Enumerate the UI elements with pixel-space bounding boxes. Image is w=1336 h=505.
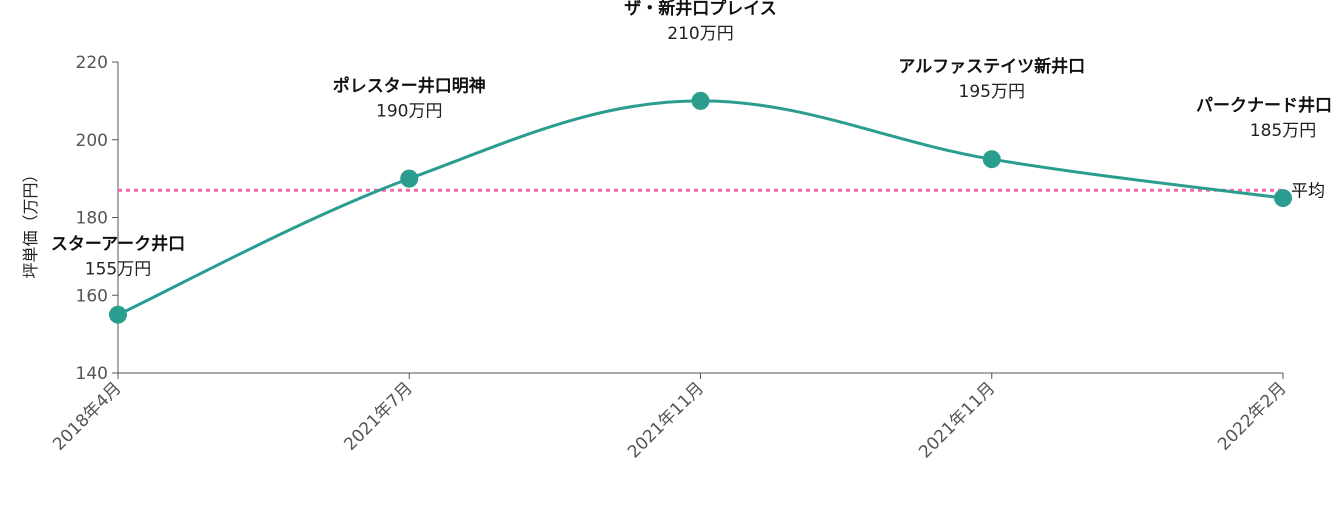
y-axis-label: 坪単価（万円） (21, 166, 40, 278)
y-tick-label: 220 (76, 53, 108, 73)
point-value-label: 190万円 (376, 102, 442, 122)
data-points (109, 91, 1292, 324)
series-path (117, 99, 1284, 317)
data-point (1274, 189, 1292, 208)
data-point (691, 91, 710, 110)
x-tick-label: 2021年11月 (915, 378, 999, 462)
point-value-label: 195万円 (959, 82, 1025, 102)
point-value-label: 185万円 (1250, 121, 1316, 141)
point-value-label: 155万円 (85, 260, 151, 280)
point-value-label: 210万円 (667, 24, 733, 44)
x-tick-label: 2018年4月 (49, 378, 125, 454)
y-tick-label: 160 (76, 286, 108, 306)
point-labels: スターアーク井口 155万円 ポレスター井口明神 190万円 ザ・新井口プレイス 210万… (51, 0, 1332, 280)
point-name-label: ポレスター井口明神 (333, 76, 486, 97)
x-tick-label: 2021年11月 (624, 378, 708, 462)
point-name-label: アルファステイツ新井口 (898, 56, 1085, 77)
y-tick-label: 180 (76, 209, 108, 229)
average-label: 平均 (1291, 181, 1325, 201)
data-point (400, 169, 419, 188)
x-tick-label: 2021年7月 (340, 378, 416, 454)
data-point (109, 305, 127, 324)
y-tick-label: 140 (76, 364, 108, 384)
x-axis: 2018年4月 2021年7月 2021年11月 2021年11月 2022年2月 (49, 372, 1291, 462)
y-tick-label: 200 (76, 131, 108, 151)
point-name-label: パークナード井口 (1196, 95, 1332, 116)
data-point (982, 150, 1001, 169)
series-line (117, 99, 1284, 317)
average-reference-line: 平均 (118, 181, 1325, 201)
y-axis: 140 160 180 200 220 (76, 53, 119, 384)
point-name-label: スターアーク井口 (51, 234, 185, 255)
x-tick-label: 2022年2月 (1214, 378, 1290, 454)
point-name-label: ザ・新井口プレイス (624, 0, 777, 19)
